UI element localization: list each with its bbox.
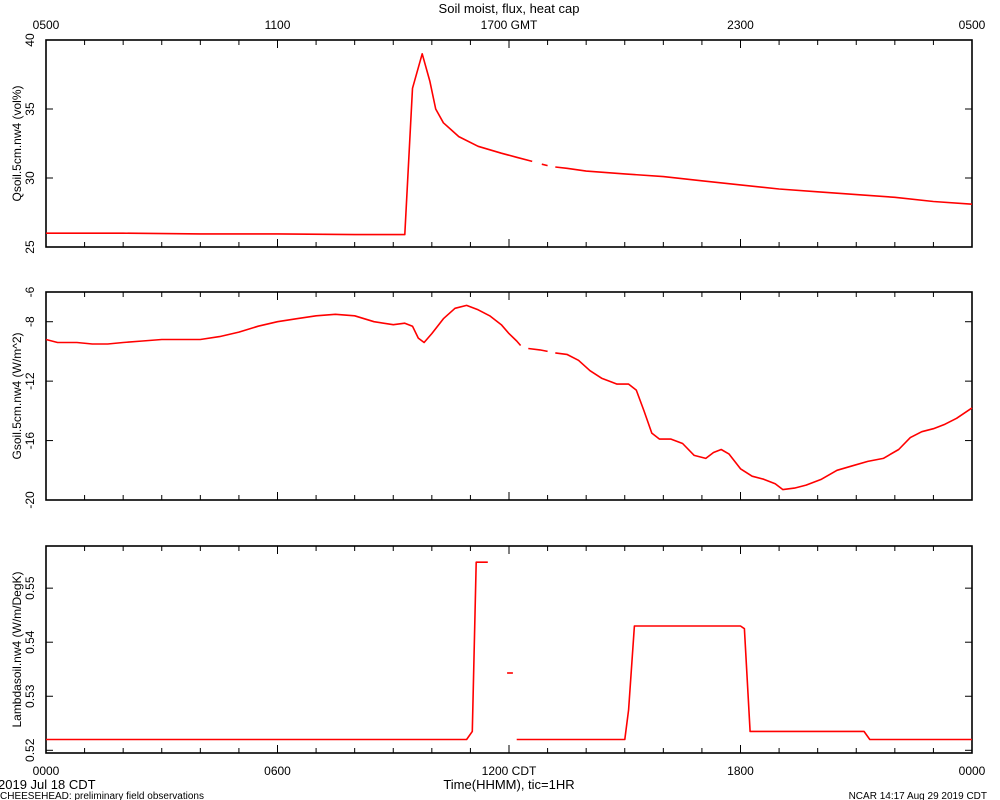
- data-line-segment: [46, 561, 488, 741]
- top-axis-tick-labels: 0500 1100 1700 GMT 2300 0500: [33, 18, 986, 32]
- plot-frame: [45, 291, 973, 501]
- chart-panel-2: -6 -8 -12 -16 -20 Gsoil.5cm.nw4 (W/m^2): [10, 286, 973, 509]
- date-label: 2019 Jul 18 CDT: [0, 777, 96, 792]
- bottom-axis-tick-label: 0000: [959, 764, 986, 778]
- footer-right: NCAR 14:17 Aug 29 2019 CDT: [849, 791, 987, 800]
- bottom-axis-tick-labels: 0000 0600 1200 CDT 1800 0000: [33, 764, 986, 778]
- bottom-axis-tick-label: 1800: [727, 764, 754, 778]
- y-tick-label: -20: [23, 491, 37, 509]
- y-tick-label: 40: [23, 33, 37, 47]
- top-axis-tick-label: 0500: [959, 18, 986, 32]
- top-axis-tick-label: 0500: [33, 18, 60, 32]
- y-axis-label: Gsoil.5cm.nw4 (W/m^2): [10, 333, 24, 460]
- top-axis-tick-label: 1700 GMT: [481, 18, 538, 32]
- y-tick-label: 25: [23, 240, 37, 254]
- bottom-axis-tick-label: 0000: [33, 764, 60, 778]
- plot-frame: [45, 39, 973, 248]
- chart-panel-1: 25 30 35 40 Qsoil.5cm.nw4 (vol%): [10, 33, 973, 254]
- y-tick-label: 35: [23, 102, 37, 116]
- data-line-segment: [555, 166, 973, 205]
- y-axis-label: Lambdasoil.nw4 (W/m/DegK): [10, 571, 24, 727]
- top-axis-tick-label: 1100: [265, 18, 291, 32]
- y-tick-label: -16: [23, 432, 37, 450]
- y-tick-label: 0.53: [23, 684, 37, 708]
- data-line-segment: [46, 52, 533, 236]
- footer-left: CHEESEHEAD: preliminary field observatio…: [0, 791, 204, 800]
- data-line-segment: [528, 347, 548, 353]
- data-line-segment: [45, 304, 522, 347]
- plot-frame: [45, 545, 973, 754]
- y-tick-label: 30: [23, 171, 37, 185]
- chart-panels: 25 30 35 40 Qsoil.5cm.nw4 (vol%) -6 -8 -12 -16 -2…: [10, 33, 973, 762]
- y-tick-label: 0.52: [23, 738, 37, 762]
- bottom-axis-tick-label: 1200 CDT: [482, 764, 537, 778]
- y-tick-label: 0.55: [23, 576, 37, 600]
- y-tick-label: 0.54: [23, 630, 37, 654]
- data-line-segment: [541, 163, 548, 167]
- y-tick-label: -6: [23, 286, 37, 297]
- data-line-segment: [555, 352, 973, 491]
- top-axis-tick-label: 2300: [727, 18, 754, 32]
- y-axis-label: Qsoil.5cm.nw4 (vol%): [10, 85, 24, 201]
- chart-title: Soil moist, flux, heat cap: [439, 1, 580, 16]
- y-tick-label: -8: [23, 316, 37, 327]
- bottom-axis-tick-label: 0600: [264, 764, 291, 778]
- x-axis-label: Time(HHMM), tic=1HR: [443, 777, 574, 792]
- data-line-segment: [516, 625, 972, 741]
- y-tick-label: -12: [23, 372, 37, 390]
